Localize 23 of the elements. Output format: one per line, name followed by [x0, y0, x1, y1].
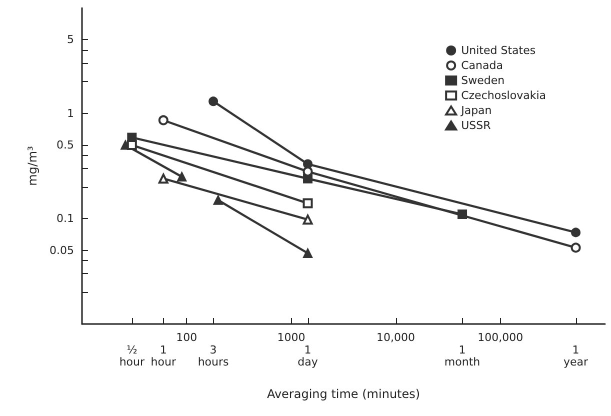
y-tick-label: 0.1 — [56, 212, 74, 226]
legend-label: Japan — [460, 104, 492, 117]
text: ½ hour — [119, 344, 145, 368]
text: 1 day — [298, 344, 318, 368]
x-tick-label: 10,000 — [376, 331, 416, 344]
x-tick-label: 1000 — [277, 331, 306, 344]
legend-label: USSR — [461, 119, 492, 132]
legend-label: Sweden — [461, 74, 505, 87]
legend-label: Czechoslovakia — [461, 89, 546, 102]
text: 1 year — [564, 344, 589, 368]
legend-label: Canada — [461, 59, 503, 72]
y-tick-label: 0.05 — [50, 244, 74, 257]
legend-label: United States — [461, 44, 536, 57]
x-tick-label: 100,000 — [478, 331, 524, 344]
y-tick-label: 1 — [67, 106, 74, 120]
y-tick-label: 0.5 — [56, 138, 74, 152]
y-tick-label: 5 — [67, 33, 74, 46]
text: 1 month — [444, 344, 480, 368]
x-tick-label: 100 — [176, 331, 198, 344]
y-axis-title: mg/m³ — [26, 146, 40, 186]
text: 3 hours — [198, 344, 230, 368]
text: 1 hour — [150, 344, 176, 368]
x-axis-title: Averaging time (minutes) — [266, 387, 420, 401]
